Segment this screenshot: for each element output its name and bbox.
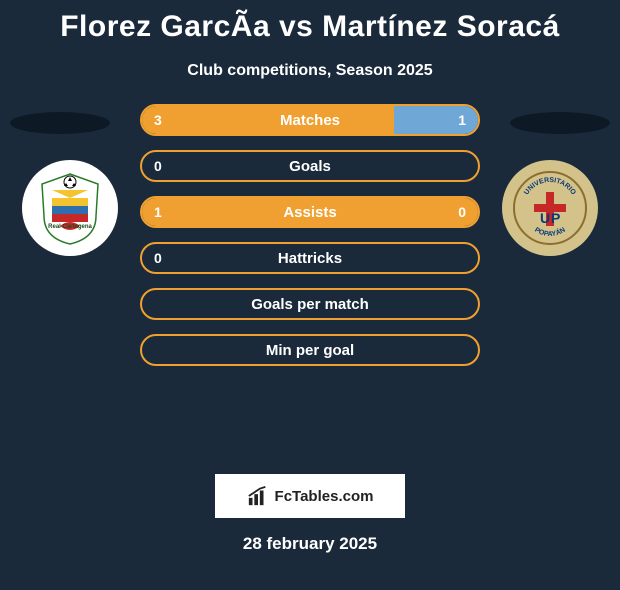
stat-label: Assists (142, 204, 478, 221)
stat-value-left: 0 (154, 158, 162, 174)
real-cartagena-crest: Real Cartagena (30, 168, 110, 248)
stat-label: Matches (142, 112, 478, 129)
univ-popayan-crest: UNIVERSITARIO POPAYÁN U P (510, 168, 590, 248)
player-shadow-left (10, 112, 110, 134)
stat-row: Matches3 1 (140, 104, 480, 136)
club-logo-left: Real Cartagena (22, 160, 118, 256)
stat-value-left: 3 (154, 112, 162, 128)
fctables-icon (247, 485, 269, 507)
stat-label: Hattricks (142, 250, 478, 267)
stat-row: Min per goal (140, 334, 480, 366)
player-shadow-right (510, 112, 610, 134)
stat-label: Min per goal (142, 342, 478, 359)
stat-label: Goals per match (142, 296, 478, 313)
stat-label: Goals (142, 158, 478, 175)
stat-value-right: 0 (458, 204, 466, 220)
svg-text:U: U (540, 210, 550, 226)
stat-row: Hattricks0 (140, 242, 480, 274)
stat-value-left: 1 (154, 204, 162, 220)
date-text: 28 february 2025 (0, 534, 620, 554)
stat-value-right: 1 (458, 112, 466, 128)
svg-text:Real Cartagena: Real Cartagena (48, 224, 92, 230)
stat-row: Goals0 (140, 150, 480, 182)
stats-list: Matches31Goals0Assists10Hattricks0Goals … (140, 104, 480, 366)
comparison-area: Real Cartagena UNIVERSITARIO POPAYÁN U P… (0, 80, 620, 460)
stat-row: Goals per match (140, 288, 480, 320)
attribution-badge: FcTables.com (215, 474, 405, 518)
club-logo-right: UNIVERSITARIO POPAYÁN U P (502, 160, 598, 256)
page-title: Florez GarcÃ­a vs Martínez Soracá (0, 10, 620, 44)
subtitle: Club competitions, Season 2025 (0, 62, 620, 80)
svg-text:P: P (551, 210, 560, 226)
stat-row: Assists1 0 (140, 196, 480, 228)
attribution-text: FcTables.com (275, 488, 374, 505)
stat-value-left: 0 (154, 250, 162, 266)
